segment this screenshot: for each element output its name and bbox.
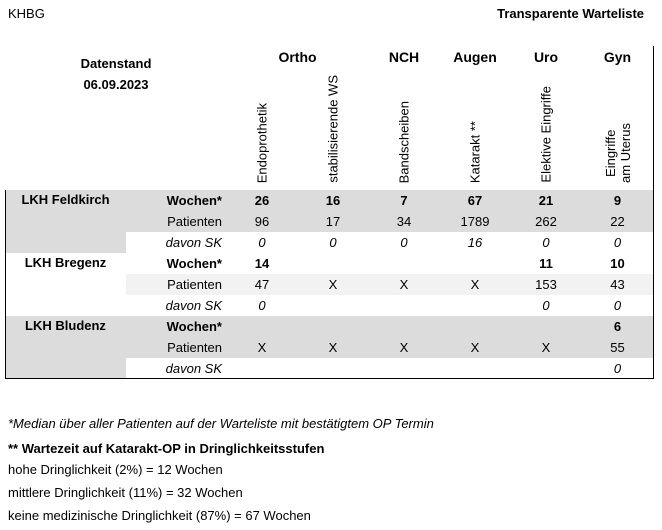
cell: 96: [226, 210, 298, 232]
cell: 0: [510, 294, 582, 316]
group-augen: Augen: [439, 46, 511, 68]
cell: 26: [226, 189, 298, 211]
cell: 262: [510, 210, 582, 232]
cell: 10: [581, 252, 654, 274]
footnote-mittel: mittlere Dringlichkeit (11%) = 32 Wochen: [8, 485, 243, 500]
cell: 0: [581, 231, 654, 253]
cell: 0: [226, 231, 298, 253]
cell: 47: [226, 273, 298, 295]
col-eingriffe-uterus: Eingriffe am Uterus: [602, 123, 633, 183]
cell: [297, 357, 369, 379]
hospital-bregenz: LKH Bregenz: [5, 252, 126, 316]
stand-cell: Datenstand 06.09.2023: [6, 47, 227, 190]
column-header-row: Endoprothetik stabilisierende WS Bandsch…: [6, 67, 654, 190]
col-endoprothetik: Endoprothetik: [254, 102, 270, 183]
cell: X: [439, 336, 511, 358]
cell: [510, 357, 582, 379]
cell: 0: [581, 357, 654, 379]
group-header-row: Datenstand 06.09.2023 Ortho NCH Augen Ur…: [6, 46, 654, 92]
cell: 16: [439, 231, 511, 253]
cell: 153: [510, 273, 582, 295]
row-label-patienten: Patienten: [125, 273, 227, 295]
row-label-davon: davon SK: [125, 357, 227, 379]
col-stabilisierende-ws: stabilisierende WS: [325, 75, 341, 183]
table-row: davon SK 0 0 0: [6, 294, 654, 316]
row-label-wochen: Wochen*: [125, 189, 227, 211]
cell: X: [226, 336, 298, 358]
group-ortho: Ortho: [226, 46, 369, 68]
cell: [439, 315, 511, 337]
cell: [368, 252, 440, 274]
cell: X: [297, 336, 369, 358]
cell: 0: [581, 294, 654, 316]
table-row: Patienten X X X X X 55: [6, 336, 654, 358]
cell: [226, 357, 298, 379]
group-uro: Uro: [510, 46, 582, 68]
cell: 21: [510, 189, 582, 211]
cell: 17: [297, 210, 369, 232]
table-row: Patienten 47 X X X 153 43: [6, 273, 654, 295]
cell: 6: [581, 315, 654, 337]
cell: [297, 252, 369, 274]
cell: 0: [297, 231, 369, 253]
table-row: LKH Feldkirch Wochen* 26 16 7 67 21 9: [5, 189, 654, 253]
cell: 67: [439, 189, 511, 211]
cell: X: [439, 273, 511, 295]
row-label-patienten: Patienten: [125, 336, 227, 358]
footnote-katarakt-title: ** Wartezeit auf Katarakt-OP in Dringlic…: [8, 441, 325, 456]
row-label-davon: davon SK: [125, 294, 227, 316]
page-title: Transparente Warteliste: [497, 6, 644, 21]
cell: 16: [297, 189, 369, 211]
cell: 11: [510, 252, 582, 274]
cell: X: [510, 336, 582, 358]
cell: 0: [226, 294, 298, 316]
org-name: KHBG: [8, 6, 45, 21]
cell: 34: [368, 210, 440, 232]
footnote-hoch: hohe Dringlichkeit (2%) = 12 Wochen: [8, 462, 223, 477]
cell: 43: [581, 273, 654, 295]
col-bandscheiben: Bandscheiben: [396, 100, 412, 183]
cell: 7: [368, 189, 440, 211]
cell: 0: [510, 231, 582, 253]
row-label-wochen: Wochen*: [125, 315, 227, 337]
table-row: davon SK 0: [6, 357, 654, 379]
col-katarakt: Katarakt **: [467, 120, 483, 183]
group-nch: NCH: [368, 46, 440, 68]
hospital-feldkirch: LKH Feldkirch: [5, 189, 126, 253]
group-gyn: Gyn: [581, 46, 654, 68]
cell: [368, 294, 440, 316]
stand-label: Datenstand: [80, 56, 152, 71]
cell: [439, 294, 511, 316]
cell: 22: [581, 210, 654, 232]
waitlist-table: Datenstand 06.09.2023 Ortho NCH Augen Ur…: [5, 46, 654, 379]
cell: [226, 315, 298, 337]
footnote-keine: keine medizinische Dringlichkeit (87%) =…: [8, 508, 311, 523]
row-label-davon: davon SK: [125, 231, 227, 253]
row-label-wochen: Wochen*: [125, 252, 227, 274]
cell: [439, 252, 511, 274]
cell: 14: [226, 252, 298, 274]
cell: 9: [581, 189, 654, 211]
cell: [297, 294, 369, 316]
cell: 0: [368, 231, 440, 253]
cell: [368, 315, 440, 337]
cell: X: [297, 273, 369, 295]
row-label-patienten: Patienten: [125, 210, 227, 232]
hospital-bludenz: LKH Bludenz: [5, 315, 126, 379]
table-row: Patienten 96 17 34 1789 262 22: [6, 210, 654, 232]
cell: [510, 315, 582, 337]
cell: X: [368, 273, 440, 295]
table-row: LKH Bregenz Wochen* 14 11 10: [5, 252, 654, 316]
col-elektive-eingriffe: Elektive Eingriffe: [538, 86, 554, 183]
footnote-median: *Median über aller Patienten auf der War…: [8, 416, 434, 431]
table-row: davon SK 0 0 0 16 0 0: [6, 231, 654, 253]
cell: X: [368, 336, 440, 358]
cell: 55: [581, 336, 654, 358]
cell: [439, 357, 511, 379]
cell: 1789: [439, 210, 511, 232]
cell: [297, 315, 369, 337]
table-row: LKH Bludenz Wochen* 6: [5, 315, 654, 379]
stand-date: 06.09.2023: [83, 77, 149, 92]
cell: [368, 357, 440, 379]
